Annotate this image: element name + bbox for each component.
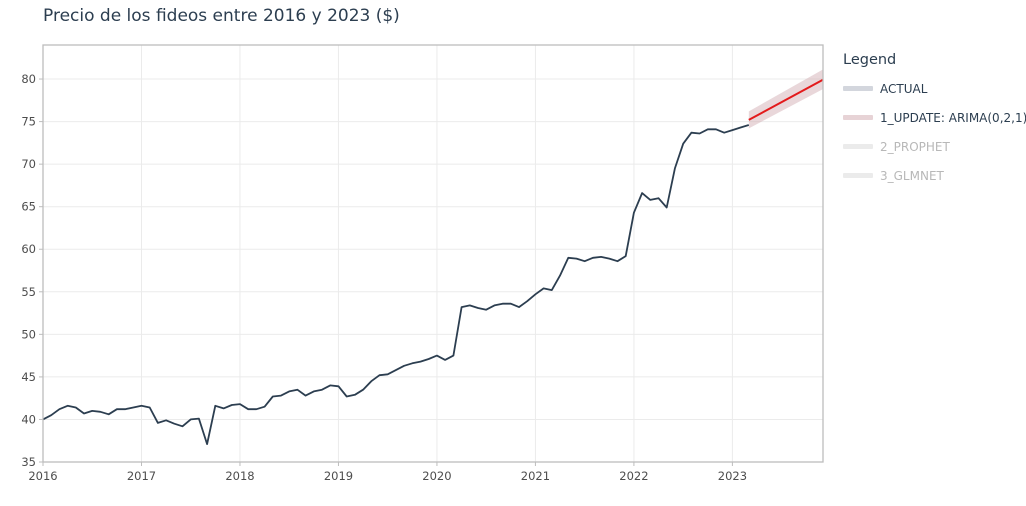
legend-swatch-arima xyxy=(843,115,873,120)
x-tick-label: 2021 xyxy=(521,469,550,483)
legend-title: Legend xyxy=(843,52,897,68)
y-tick-label: 35 xyxy=(21,455,36,469)
arima-forecast-line xyxy=(748,79,824,121)
x-axis: 2016 2017 2018 2019 2020 2021 2022 2023 xyxy=(28,462,747,483)
plot-background xyxy=(43,45,823,462)
x-tick-label: 2020 xyxy=(422,469,451,483)
y-tick-label: 55 xyxy=(21,285,36,299)
chart-title: Precio de los fideos entre 2016 y 2023 (… xyxy=(43,6,400,26)
x-tick-label: 2022 xyxy=(619,469,648,483)
x-tick-label: 2019 xyxy=(324,469,353,483)
actual-series-line xyxy=(42,124,750,446)
legend-label-prophet: 2_PROPHET xyxy=(880,139,950,154)
plot-border xyxy=(42,44,824,463)
y-tick-label: 80 xyxy=(21,72,36,86)
y-tick-label: 60 xyxy=(21,242,36,256)
x-tick-label: 2018 xyxy=(225,469,254,483)
y-tick-label: 50 xyxy=(21,327,36,341)
x-tick-label: 2017 xyxy=(127,469,156,483)
y-tick-label: 65 xyxy=(21,200,36,214)
y-tick-label: 40 xyxy=(21,412,36,426)
series-layer xyxy=(42,69,824,446)
legend-label-arima: 1_UPDATE: ARIMA(0,2,1) xyxy=(880,110,1026,125)
y-tick-label: 75 xyxy=(21,115,36,129)
legend-swatch-glmnet xyxy=(843,173,873,178)
y-axis: 35 40 45 50 55 60 65 70 75 80 xyxy=(21,72,43,469)
legend-item-arima[interactable]: 1_UPDATE: ARIMA(0,2,1) xyxy=(843,103,1026,132)
x-tick-label: 2023 xyxy=(718,469,747,483)
y-tick-label: 70 xyxy=(21,157,36,171)
y-tick-label: 45 xyxy=(21,370,36,384)
legend-label-actual: ACTUAL xyxy=(880,81,928,96)
x-tick-label: 2016 xyxy=(28,469,57,483)
legend-swatch-prophet xyxy=(843,144,873,149)
legend-item-actual[interactable]: ACTUAL xyxy=(843,74,1018,103)
legend-label-glmnet: 3_GLMNET xyxy=(880,168,944,183)
legend: Legend ACTUAL 1_UPDATE: ARIMA(0,2,1) 2_P… xyxy=(843,52,1026,190)
legend-item-prophet[interactable]: 2_PROPHET xyxy=(843,132,1018,161)
legend-swatch-actual xyxy=(843,86,873,91)
legend-item-glmnet[interactable]: 3_GLMNET xyxy=(843,161,1018,190)
